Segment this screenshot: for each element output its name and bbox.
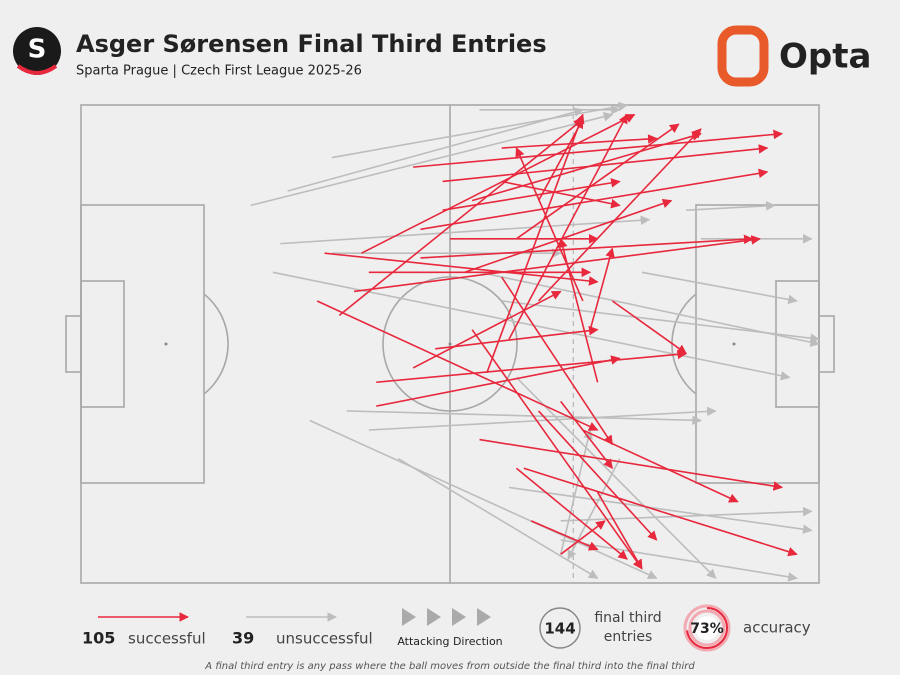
pass-arrow bbox=[442, 144, 769, 183]
legend-label: successful bbox=[128, 630, 206, 648]
pass-arrow bbox=[501, 180, 621, 209]
pass-arrow bbox=[346, 410, 702, 426]
pass-arrow bbox=[560, 539, 798, 582]
pass-arrow bbox=[515, 376, 717, 579]
pass-arrow bbox=[560, 520, 606, 555]
pass-arrow bbox=[530, 520, 599, 551]
pass-arrow bbox=[523, 467, 798, 557]
pass-arrow bbox=[361, 113, 636, 254]
pass-arrow bbox=[560, 506, 813, 522]
direction-triangle bbox=[477, 608, 491, 626]
pass-arrow bbox=[420, 234, 754, 259]
badge-letter: S bbox=[28, 35, 47, 65]
pass-arrow bbox=[515, 467, 628, 560]
pass-arrow bbox=[368, 406, 717, 431]
attacking-direction: Attacking Direction bbox=[397, 635, 502, 648]
legend-label: unsuccessful bbox=[276, 630, 373, 648]
club-badge: S bbox=[13, 27, 61, 75]
pass-arrow bbox=[331, 101, 629, 159]
accuracy-label: accuracy bbox=[743, 619, 811, 637]
pass-arrow bbox=[280, 215, 651, 245]
accuracy-ring bbox=[688, 609, 726, 647]
pass-arrow bbox=[376, 349, 688, 384]
pass-arrow bbox=[309, 419, 658, 580]
pass-arrow bbox=[316, 300, 599, 431]
accuracy-value: 73% bbox=[690, 621, 724, 637]
chart-subtitle: Sparta Prague | Czech First League 2025-… bbox=[76, 64, 362, 79]
pass-arrow bbox=[596, 491, 643, 570]
pass-arrow bbox=[324, 252, 599, 286]
pass-arrow bbox=[287, 107, 584, 192]
pass-arrow bbox=[501, 134, 658, 149]
pass-arrow bbox=[559, 429, 593, 555]
pass-arrow bbox=[412, 290, 562, 369]
pass-arrow bbox=[611, 300, 687, 355]
legend-count: 39 bbox=[232, 629, 254, 648]
pass-arrow bbox=[479, 271, 820, 347]
pass-arrow bbox=[442, 178, 621, 211]
pass-arrow bbox=[560, 400, 613, 470]
pass-arrow bbox=[250, 112, 614, 207]
direction-triangle bbox=[402, 608, 416, 626]
pass-arrow bbox=[353, 235, 761, 293]
accuracy-gauge bbox=[686, 607, 728, 649]
pass-arrow bbox=[435, 325, 599, 350]
direction-triangle bbox=[427, 608, 441, 626]
pass-arrow bbox=[471, 329, 643, 570]
pass-arrow bbox=[558, 237, 599, 383]
pass-arrow bbox=[641, 271, 798, 305]
chart-title: Asger Sørensen Final Third Entries bbox=[76, 30, 547, 58]
pass-arrow bbox=[397, 458, 599, 579]
pass-arrow bbox=[537, 410, 658, 541]
pass-arrow bbox=[486, 113, 585, 373]
brand: Opta bbox=[779, 37, 871, 77]
footnote: A final third entry is any pass where th… bbox=[204, 661, 695, 672]
pass-arrow bbox=[272, 271, 791, 381]
direction-triangle bbox=[452, 608, 466, 626]
pass-arrow bbox=[500, 276, 614, 446]
opta-logo: Opta bbox=[717, 25, 871, 87]
entries-circle bbox=[539, 607, 581, 649]
pass-arrow bbox=[686, 201, 776, 211]
pass-arrow bbox=[508, 113, 628, 340]
pass-arrow bbox=[338, 118, 584, 316]
entries-count: 144 bbox=[544, 620, 575, 638]
entries-label: final third entries bbox=[594, 610, 661, 645]
pass-arrow bbox=[508, 486, 813, 534]
legend-count: 105 bbox=[82, 629, 115, 648]
pass-arrow bbox=[376, 355, 621, 407]
pass-arrow bbox=[479, 438, 784, 491]
pass-arrow bbox=[589, 247, 615, 330]
pass-arrow bbox=[413, 129, 784, 168]
pass-arrow bbox=[515, 123, 680, 240]
accuracy-ring bbox=[695, 616, 719, 640]
accuracy-ring bbox=[683, 604, 731, 652]
pass-arrow bbox=[582, 429, 739, 503]
pass-arrow bbox=[464, 198, 673, 274]
pitch bbox=[65, 104, 835, 584]
